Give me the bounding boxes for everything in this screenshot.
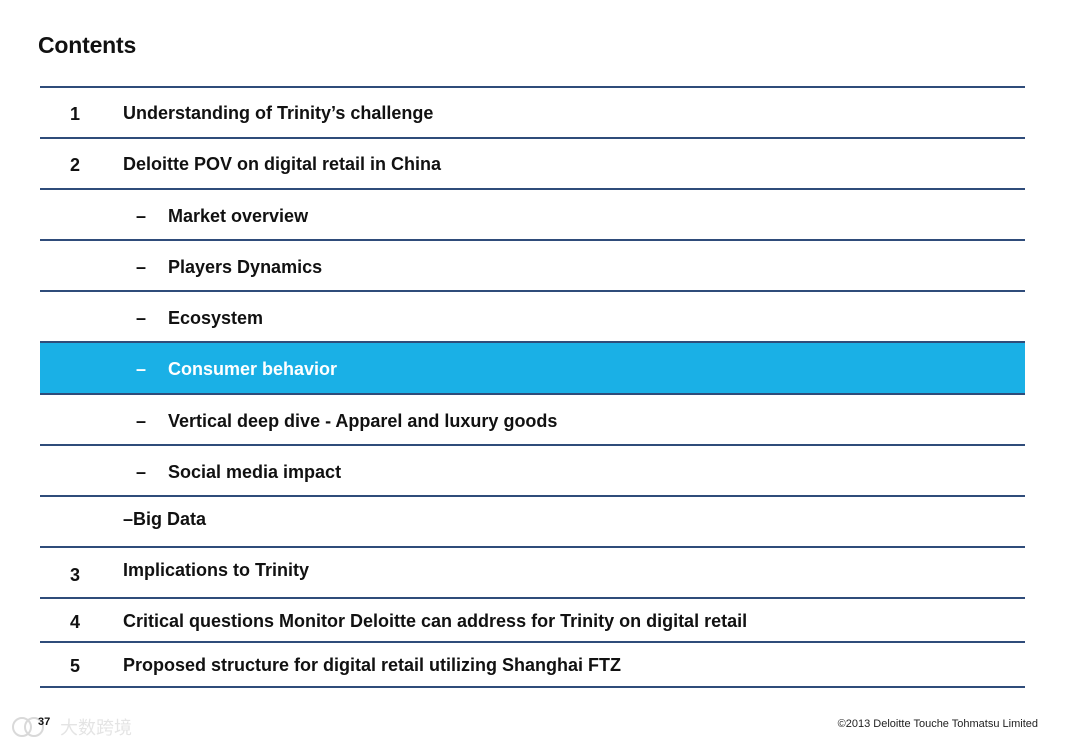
toc-subitem-players-dynamics[interactable]: – Players Dynamics [40, 241, 1025, 292]
dash-bullet: – [136, 462, 147, 482]
item-number: 1 [70, 104, 81, 124]
toc-item-3[interactable]: 3 Implications to Trinity [40, 548, 1025, 599]
item-number: 5 [70, 656, 81, 676]
item-label: Understanding of Trinity’s challenge [123, 103, 434, 123]
toc-item-1[interactable]: 1 Understanding of Trinity’s challenge [40, 88, 1025, 139]
page-number: 37 [38, 716, 51, 728]
item-label: Social media impact [168, 462, 342, 482]
toc-item-2[interactable]: 2 Deloitte POV on digital retail in Chin… [40, 139, 1025, 190]
item-label: Critical questions Monitor Deloitte can … [123, 611, 748, 631]
item-label: Proposed structure for digital retail ut… [123, 655, 622, 675]
item-number: 2 [70, 155, 81, 175]
toc-subitem-ecosystem[interactable]: – Ecosystem [40, 292, 1025, 343]
item-label: Vertical deep dive - Apparel and luxury … [168, 411, 558, 431]
item-label: Ecosystem [168, 308, 264, 328]
item-number: 3 [70, 565, 81, 585]
toc-subitem-market-overview[interactable]: – Market overview [40, 190, 1025, 241]
svg-text:大数跨境: 大数跨境 [60, 718, 132, 739]
table-of-contents: 1 Understanding of Trinity’s challenge 2… [40, 86, 1025, 688]
item-label: Market overview [168, 206, 309, 226]
dash-bullet: – [136, 308, 147, 328]
dash-bullet: – [136, 359, 147, 379]
item-number: 4 [70, 612, 81, 632]
item-label: –Big Data [123, 509, 207, 529]
top-rule [40, 86, 1025, 88]
item-label: Players Dynamics [168, 257, 323, 277]
toc-subitem-social-media-impact[interactable]: – Social media impact [40, 446, 1025, 497]
dash-bullet: – [136, 206, 147, 226]
toc-subitem-vertical-deep-dive[interactable]: – Vertical deep dive - Apparel and luxur… [40, 395, 1025, 446]
item-label: Deloitte POV on digital retail in China [123, 154, 442, 174]
copyright-notice: ©2013 Deloitte Touche Tohmatsu Limited [837, 718, 1038, 730]
toc-subitem-consumer-behavior[interactable]: – Consumer behavior [40, 343, 1025, 395]
dash-bullet: – [136, 411, 147, 431]
dash-bullet: – [136, 257, 147, 277]
toc-item-5[interactable]: 5 Proposed structure for digital retail … [40, 643, 1025, 688]
toc-subitem-big-data[interactable]: –Big Data [40, 497, 1025, 548]
item-label: Consumer behavior [168, 359, 338, 379]
toc-item-4[interactable]: 4 Critical questions Monitor Deloitte ca… [40, 599, 1025, 643]
item-label: Implications to Trinity [123, 560, 310, 580]
watermark-logo: 大数跨境 [8, 712, 148, 742]
page-title: Contents [38, 32, 137, 58]
